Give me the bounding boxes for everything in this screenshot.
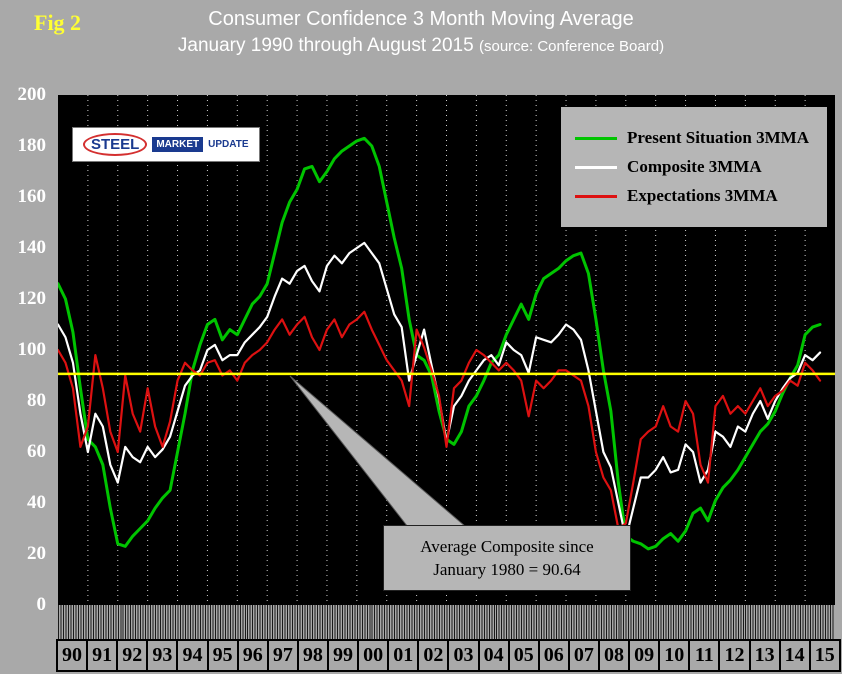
legend-label: Composite 3MMA	[627, 157, 762, 176]
x-axis-label: 14	[778, 641, 809, 670]
legend-item-composite: Composite 3MMA	[575, 157, 809, 177]
x-axis-label: 13	[748, 641, 779, 670]
legend: Present Situation 3MMA Composite 3MMA Ex…	[561, 107, 827, 227]
x-axis-label: 91	[86, 641, 116, 670]
y-axis-label: 160	[17, 186, 47, 207]
source-note: (source: Conference Board)	[478, 38, 665, 55]
x-axis-label: 96	[236, 641, 267, 670]
legend-item-present-situation: Present Situation 3MMA	[575, 128, 809, 148]
callout-line2: January 1980 = 90.64	[433, 560, 581, 579]
x-axis-label: 94	[176, 641, 206, 670]
y-axis-label: 80	[27, 390, 46, 411]
x-axis-label: 04	[477, 641, 508, 670]
logo-market-text: MARKET	[152, 137, 204, 152]
y-axis-label: 20	[27, 543, 46, 564]
x-axis-label: 09	[628, 641, 658, 670]
expectations-line-swatch	[575, 194, 618, 198]
y-axis-label: 120	[17, 288, 47, 309]
x-axis-label: 08	[597, 641, 628, 670]
logo-update-text: UPDATE	[208, 139, 249, 150]
x-axis-label: 99	[326, 641, 357, 670]
legend-item-expectations: Expectations 3MMA	[575, 186, 809, 206]
plot-area: STEEL MARKET UPDATE Present Situation 3M…	[58, 95, 835, 605]
x-axis-label: 97	[266, 641, 297, 670]
composite-line-swatch	[575, 165, 618, 169]
x-axis-label: 98	[296, 641, 327, 670]
x-axis: 90 91 92 93 94 95 96 97 98 99 00 01 02 03 04 05 06 07 08 09…	[56, 639, 841, 672]
figure-number: Fig 2	[34, 10, 82, 35]
chart-canvas	[58, 95, 835, 605]
x-axis-label: 10	[658, 641, 688, 670]
x-axis-label: 11	[688, 641, 718, 670]
chart-titles: Consumer Confidence 3 Month Moving Avera…	[0, 8, 842, 57]
y-axis-label: 100	[17, 339, 47, 360]
chart-title: Consumer Confidence 3 Month Moving Avera…	[208, 8, 634, 30]
x-axis-label: 15	[808, 641, 839, 670]
series-line-expectations-3mma	[58, 310, 822, 530]
x-axis-label: 01	[387, 641, 417, 670]
y-axis-label: 0	[36, 594, 47, 615]
y-axis: 200 180 160 140 120 100 80 60 40 20 0	[0, 85, 52, 615]
legend-label: Present Situation 3MMA	[627, 128, 809, 147]
callout-line1: Average Composite since	[420, 537, 594, 556]
x-axis-label: 07	[567, 641, 598, 670]
x-axis-label: 12	[718, 641, 748, 670]
series-line-present-situation-3mma	[58, 136, 822, 551]
steel-market-update-logo: STEEL MARKET UPDATE	[72, 127, 260, 162]
y-axis-label: 180	[17, 135, 47, 156]
logo-steel-text: STEEL	[83, 133, 148, 156]
x-axis-label: 92	[116, 641, 146, 670]
y-axis-label: 140	[17, 237, 47, 258]
y-axis-label: 40	[27, 492, 46, 513]
monthly-tick-strip	[58, 605, 835, 639]
series-line-composite-3mma	[58, 241, 822, 540]
y-axis-label: 200	[17, 84, 47, 105]
date-range: January 1990 through August 2015	[177, 35, 474, 56]
x-axis-label: 93	[146, 641, 176, 670]
chart-subtitle: January 1990 through August 2015 (source…	[0, 35, 842, 57]
average-composite-callout: Average Composite since January 1980 = 9…	[383, 525, 631, 591]
x-axis-label: 00	[357, 641, 387, 670]
x-axis-label: 06	[537, 641, 568, 670]
present-situation-line-swatch	[575, 136, 618, 140]
y-axis-label: 60	[27, 441, 46, 462]
x-axis-label: 90	[62, 644, 83, 666]
legend-label: Expectations 3MMA	[627, 186, 778, 205]
x-axis-label: 05	[507, 641, 538, 670]
x-axis-label: 03	[447, 641, 477, 670]
x-axis-label: 02	[417, 641, 447, 670]
x-axis-label: 95	[206, 641, 237, 670]
